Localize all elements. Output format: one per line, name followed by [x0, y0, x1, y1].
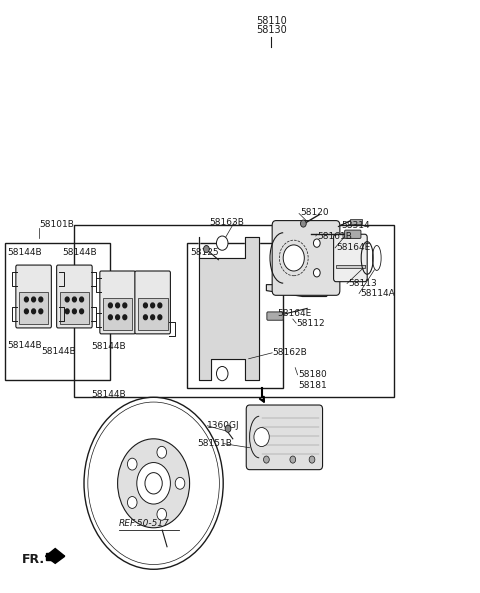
Circle shape	[204, 246, 209, 253]
FancyBboxPatch shape	[334, 234, 367, 282]
Text: 58114A: 58114A	[360, 289, 395, 298]
Bar	[60, 292, 89, 324]
FancyBboxPatch shape	[16, 265, 51, 328]
Text: 58144B: 58144B	[62, 248, 97, 257]
FancyBboxPatch shape	[345, 230, 361, 238]
FancyArrowPatch shape	[32, 553, 43, 560]
Circle shape	[84, 397, 223, 569]
Circle shape	[65, 297, 69, 302]
Text: 58161B: 58161B	[317, 231, 352, 241]
Text: 58314: 58314	[341, 221, 370, 230]
Bar	[74, 225, 394, 397]
Text: 58144B: 58144B	[7, 340, 42, 350]
Circle shape	[123, 315, 127, 320]
Text: 58162B: 58162B	[273, 348, 307, 358]
Bar	[350, 219, 362, 224]
Bar	[187, 243, 283, 388]
Text: 1360GJ: 1360GJ	[207, 421, 240, 431]
Circle shape	[313, 269, 320, 277]
Circle shape	[39, 309, 43, 314]
Circle shape	[116, 303, 120, 308]
Circle shape	[39, 297, 43, 302]
Polygon shape	[46, 553, 55, 560]
Circle shape	[108, 315, 112, 320]
FancyArrowPatch shape	[260, 397, 264, 401]
Text: 58112: 58112	[297, 318, 325, 328]
Circle shape	[144, 315, 147, 320]
Text: 58164E: 58164E	[277, 308, 312, 318]
FancyBboxPatch shape	[135, 271, 170, 334]
Bar	[19, 292, 48, 324]
Text: 58144B: 58144B	[91, 342, 126, 352]
Circle shape	[313, 239, 320, 247]
Text: 58180: 58180	[299, 370, 327, 380]
Circle shape	[137, 463, 170, 504]
Circle shape	[283, 245, 304, 271]
Text: 58144B: 58144B	[91, 390, 126, 399]
Circle shape	[151, 315, 155, 320]
Bar	[5, 243, 110, 380]
Text: FR.: FR.	[22, 553, 45, 566]
Text: 58120: 58120	[300, 208, 329, 217]
Text: 58144B: 58144B	[7, 248, 42, 257]
Bar	[103, 298, 132, 330]
Circle shape	[157, 447, 167, 458]
Polygon shape	[199, 237, 259, 380]
Circle shape	[157, 508, 167, 520]
Circle shape	[225, 425, 231, 432]
Text: 58163B: 58163B	[209, 218, 244, 227]
Circle shape	[158, 303, 162, 308]
Text: 58113: 58113	[348, 279, 377, 288]
FancyBboxPatch shape	[246, 405, 323, 470]
Circle shape	[108, 303, 112, 308]
Circle shape	[216, 236, 228, 250]
Circle shape	[151, 303, 155, 308]
Text: 58144B: 58144B	[41, 346, 75, 356]
Circle shape	[145, 473, 162, 494]
Circle shape	[290, 456, 296, 463]
Circle shape	[123, 303, 127, 308]
FancyBboxPatch shape	[57, 265, 92, 328]
Bar	[336, 265, 365, 268]
FancyBboxPatch shape	[100, 271, 135, 334]
Circle shape	[65, 309, 69, 314]
Circle shape	[72, 309, 76, 314]
Circle shape	[72, 297, 76, 302]
Circle shape	[300, 220, 306, 227]
Circle shape	[118, 439, 190, 528]
Circle shape	[24, 309, 28, 314]
Circle shape	[158, 315, 162, 320]
Text: 58101B: 58101B	[39, 219, 74, 229]
Polygon shape	[46, 549, 65, 556]
Text: 58110: 58110	[256, 16, 287, 25]
Circle shape	[128, 458, 137, 470]
Circle shape	[175, 477, 185, 489]
Circle shape	[254, 428, 269, 447]
Circle shape	[32, 297, 36, 302]
Circle shape	[80, 309, 84, 314]
Bar	[138, 298, 168, 330]
Circle shape	[24, 297, 28, 302]
Circle shape	[128, 496, 137, 508]
Circle shape	[80, 297, 84, 302]
Text: 58181: 58181	[299, 381, 327, 390]
Circle shape	[264, 456, 269, 463]
FancyBboxPatch shape	[272, 221, 340, 295]
Circle shape	[309, 456, 315, 463]
Circle shape	[116, 315, 120, 320]
Text: REF.50-517: REF.50-517	[119, 518, 170, 528]
FancyBboxPatch shape	[267, 312, 283, 320]
Text: 58130: 58130	[256, 25, 287, 34]
Polygon shape	[266, 222, 336, 296]
Circle shape	[216, 366, 228, 381]
Text: 58125: 58125	[190, 248, 219, 257]
Polygon shape	[46, 556, 65, 563]
Circle shape	[32, 309, 36, 314]
Text: 58151B: 58151B	[198, 439, 233, 448]
Circle shape	[144, 303, 147, 308]
Text: 58164E: 58164E	[336, 243, 370, 253]
